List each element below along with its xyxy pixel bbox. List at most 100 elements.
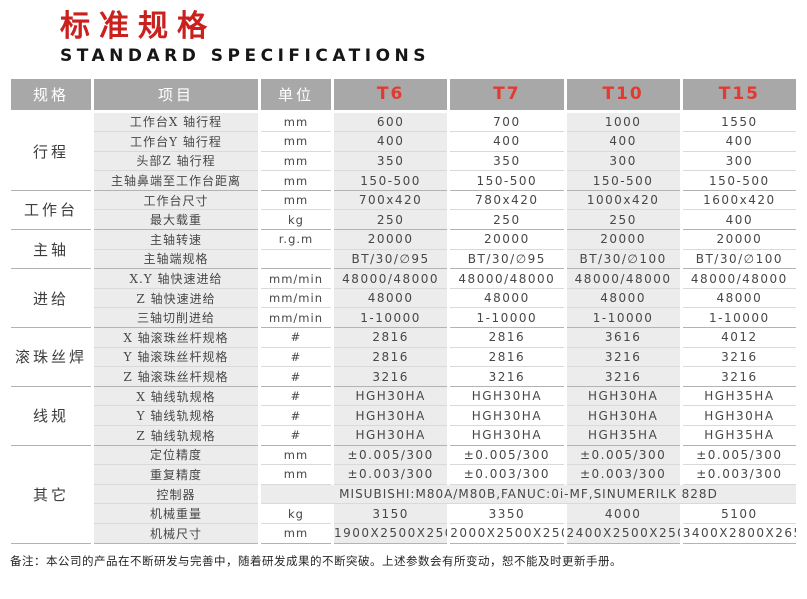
value-cell: 700 [450,112,564,133]
unit-cell: mm [261,171,331,191]
unit-cell: mm [261,132,331,152]
value-cell: HGH30HA [334,406,448,426]
value-cell: 150-500 [682,171,796,191]
unit-cell: r.g.m [261,230,331,250]
unit-cell: kg [261,210,331,231]
value-cell: 1000 [566,112,680,133]
value-cell: 1-10000 [566,308,680,329]
value-cell: 600 [334,112,448,133]
item-label-cell: 头部Z 轴行程 [94,151,258,172]
value-cell: 4012 [682,328,796,348]
table-row: Y 轴滚珠丝杆规格 #2816 2816 3216 3216 [11,347,796,368]
value-cell: 48000 [682,288,796,309]
value-cell: 20000 [566,230,680,250]
table-row: 其它 定位精度 mm ±0.005/300 ±0.005/300 ±0.005/300 ±0… [11,445,796,544]
value-cell: BT/30/∅95 [450,249,564,270]
value-cell: 350 [450,151,564,172]
table-row: 行程 工作台X 轴行程 mm 600 700 1000 1550 [11,112,796,191]
table-row: 主轴鼻端至工作台距离 mm 150-500 150-500 150-500 150-500 [11,171,796,191]
item-label-cell: X.Y 轴快速进给 [94,269,258,289]
item-label-cell: 三轴切削进给 [94,308,258,329]
table-row: 机械重量 kg 3150 3350 4000 5100 [11,504,796,524]
value-cell: 400 [682,132,796,152]
value-cell: 400 [682,210,796,231]
value-cell: 3216 [682,367,796,387]
table-row: Z 轴滚珠丝杆规格 #3216 3216 3216 3216 [11,367,796,387]
header-model-t7: T7 [450,78,564,113]
value-cell: HGH30HA [450,406,564,426]
controller-value-cell: MISUBISHI:M80A/M80B,FANUC:0i-MF,SINUMERI… [261,484,796,505]
header-model-t6: T6 [334,78,448,113]
value-cell: 1600x420 [682,190,796,211]
value-cell: 3150 [334,504,448,524]
spec-group-label: 其它 [11,445,91,544]
value-cell: 1-10000 [334,308,448,329]
value-cell: 48000/48000 [334,269,448,289]
unit-cell [261,249,331,270]
value-cell: 350 [334,151,448,172]
value-cell: 48000 [450,288,564,309]
value-cell: 1-10000 [450,308,564,329]
item-label-cell: 控制器 [94,484,258,505]
item-label-cell: Y 轴线轨规格 [94,406,258,426]
item-label-cell: 重复精度 [94,465,258,485]
value-cell: 400 [566,132,680,152]
value-cell: 2400X2500X2500 [566,523,680,544]
unit-cell: mm [261,523,331,544]
spec-group-label: 滚珠丝焊 [11,328,91,387]
value-cell: ±0.003/300 [682,465,796,485]
item-label-cell: 机械重量 [94,504,258,524]
value-cell: 250 [334,210,448,231]
spec-group-label: 行程 [11,112,91,191]
table-row: 头部Z 轴行程 mm 350 350 300 300 [11,151,796,172]
value-cell: 20000 [450,230,564,250]
value-cell: 1-10000 [682,308,796,329]
value-cell: BT/30/∅100 [682,249,796,270]
value-cell: 4000 [566,504,680,524]
value-cell: HGH35HA [682,426,796,446]
item-label-cell: Z 轴滚珠丝杆规格 [94,367,258,387]
value-cell: 3616 [566,328,680,348]
table-row: Z 轴线轨规格 # HGH30HA HGH30HA HGH35HA HGH35HA [11,426,796,446]
value-cell: 20000 [682,230,796,250]
header-spec: 规格 [11,78,91,113]
header-item: 项目 [94,78,258,113]
item-label-cell: 工作台Y 轴行程 [94,132,258,152]
table-row: 最大载重 kg 250 250 250 400 [11,210,796,231]
unit-cell: mm [261,112,331,133]
value-cell: ±0.005/300 [334,445,448,466]
spec-table-body: 行程 工作台X 轴行程 mm 600 700 1000 1550 工作台Y 轴行程 mm 400 4… [11,112,796,544]
value-cell: ±0.005/300 [450,445,564,466]
value-cell: HGH35HA [682,386,796,407]
value-cell: HGH30HA [566,406,680,426]
table-row: 主轴 主轴转速 r.g.m 20000 20000 20000 20000 [11,230,796,270]
item-label-cell: X 轴线轨规格 [94,386,258,407]
table-row: 主轴端规格 BT/30/∅95 BT/30/∅95 BT/30/∅100 BT/30/∅… [11,249,796,270]
item-label-cell: X 轴滚珠丝杆规格 [94,328,258,348]
item-label-cell: 定位精度 [94,445,258,466]
unit-cell: mm [261,151,331,172]
item-label-cell: 机械尺寸 [94,523,258,544]
table-row: 滚珠丝焊 X 轴滚珠丝杆规格 #2816 2816 3616 4012 [11,328,796,387]
header-unit: 单位 [261,78,331,113]
value-cell: 3216 [566,367,680,387]
value-cell: 2816 [450,328,564,348]
table-row: 工作台 工作台尺寸 mm 700x420 780x420 1000x420 1600x420 [11,190,796,231]
table-row: 三轴切削进给 mm/min 1-10000 1-10000 1-10000 1-10000 [11,308,796,329]
page-title: 标准规格 [60,9,216,44]
value-cell: 300 [566,151,680,172]
footer-note: 备注：本公司的产品在不断研发与完善中，随着研发成果的不断突破。上述参数会有所变动… [10,553,622,568]
unit-cell: # [261,328,331,348]
unit-cell: mm [261,465,331,485]
spec-group-label: 进给 [11,269,91,329]
value-cell: BT/30/∅100 [566,249,680,270]
unit-cell: # [261,347,331,368]
table-row: 进给 X.Y 轴快速进给 mm/min 48000/48000 48000/48000 4… [11,269,796,329]
unit-cell: # [261,426,331,446]
value-cell: 3216 [334,367,448,387]
value-cell: 3216 [450,367,564,387]
value-cell: 250 [450,210,564,231]
value-cell: 2816 [334,347,448,368]
value-cell: 3216 [682,347,796,368]
value-cell: HGH30HA [334,386,448,407]
